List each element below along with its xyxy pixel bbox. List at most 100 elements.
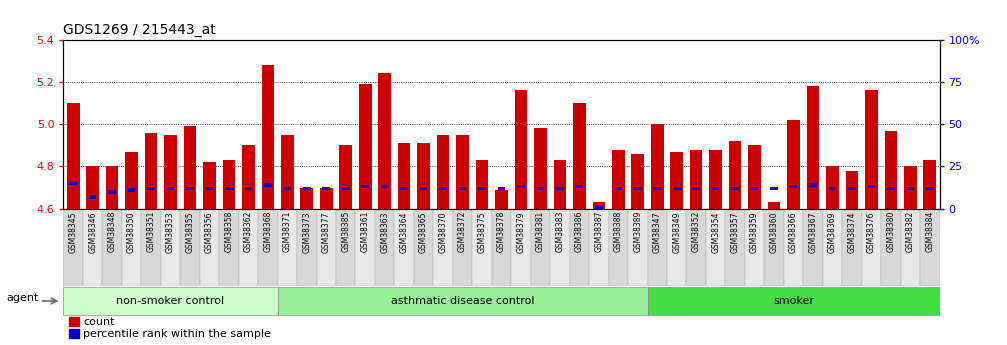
Bar (281, 135, 294, 209)
Text: GSM38354: GSM38354 (711, 211, 720, 253)
Bar (573, 103, 586, 209)
Text: GSM38357: GSM38357 (731, 211, 739, 253)
Bar (550, 209, 570, 286)
Bar (745, 209, 764, 286)
Bar (223, 160, 236, 209)
Bar (515, 90, 528, 209)
Bar (537, 187, 544, 190)
Bar (865, 90, 878, 209)
Bar (846, 171, 858, 209)
Bar (362, 185, 369, 188)
Bar (439, 187, 447, 190)
Bar (729, 141, 741, 209)
Text: GSM38375: GSM38375 (477, 211, 486, 253)
Bar (671, 152, 683, 209)
Bar (69, 182, 77, 185)
Text: GSM38351: GSM38351 (147, 211, 155, 253)
Text: GSM38384: GSM38384 (925, 211, 934, 253)
Text: GSM38387: GSM38387 (594, 211, 603, 253)
Bar (614, 187, 622, 190)
Bar (789, 185, 798, 188)
Bar (83, 209, 103, 286)
Legend: count, percentile rank within the sample: count, percentile rank within the sample (69, 317, 271, 339)
Text: GSM38374: GSM38374 (848, 211, 856, 253)
Bar (472, 209, 491, 286)
Text: agent: agent (6, 293, 38, 303)
Text: GSM38381: GSM38381 (536, 211, 545, 252)
Bar (141, 209, 161, 286)
Bar (355, 209, 375, 286)
Bar (731, 187, 739, 190)
Bar (783, 209, 804, 286)
Bar (478, 187, 485, 190)
Text: GSM38382: GSM38382 (906, 211, 914, 252)
Bar (842, 209, 862, 286)
Text: GSM38360: GSM38360 (769, 211, 778, 253)
Text: GSM38347: GSM38347 (653, 211, 662, 253)
Bar (320, 188, 332, 209)
Bar (631, 154, 644, 209)
Bar (433, 209, 453, 286)
Bar (128, 188, 135, 192)
Bar (401, 187, 408, 190)
Bar (183, 126, 196, 209)
Bar (109, 190, 116, 194)
Bar (420, 187, 427, 190)
Bar (297, 209, 316, 286)
Bar (87, 167, 99, 209)
Bar (923, 160, 937, 209)
Bar (512, 209, 531, 286)
Text: GSM38363: GSM38363 (381, 211, 389, 253)
Bar (63, 209, 83, 286)
Text: GSM38352: GSM38352 (692, 211, 701, 253)
Bar (122, 209, 141, 286)
Text: GSM38386: GSM38386 (575, 211, 584, 253)
Text: GSM38379: GSM38379 (517, 211, 526, 253)
Text: GSM38350: GSM38350 (127, 211, 136, 253)
Bar (667, 209, 687, 286)
Bar (687, 209, 706, 286)
Bar (226, 187, 233, 190)
Bar (884, 130, 897, 209)
Bar (453, 209, 472, 286)
Text: GSM38353: GSM38353 (166, 211, 175, 253)
Bar (258, 209, 278, 286)
Bar (926, 187, 933, 190)
Text: GSM38378: GSM38378 (497, 211, 506, 253)
Bar (66, 103, 80, 209)
Bar (554, 160, 566, 209)
Text: GSM38368: GSM38368 (264, 211, 272, 253)
Bar (358, 84, 372, 209)
Bar (495, 190, 508, 209)
Text: GSM38349: GSM38349 (673, 211, 681, 253)
Text: GSM38372: GSM38372 (458, 211, 467, 253)
Bar (316, 209, 336, 286)
Bar (712, 187, 719, 190)
Bar (807, 86, 820, 209)
Bar (475, 160, 488, 209)
Bar (103, 209, 122, 286)
Text: GSM38364: GSM38364 (400, 211, 409, 253)
Bar (823, 209, 842, 286)
Bar (264, 184, 272, 187)
Bar (456, 135, 469, 209)
Bar (751, 187, 758, 190)
Bar (608, 209, 628, 286)
Bar (767, 203, 780, 209)
Bar (300, 188, 313, 209)
Text: GSM38385: GSM38385 (341, 211, 350, 253)
Bar (592, 203, 605, 209)
Text: GSM38355: GSM38355 (185, 211, 194, 253)
Bar (459, 187, 466, 190)
Bar (706, 209, 725, 286)
Bar (709, 150, 722, 209)
Bar (634, 187, 641, 190)
Bar (651, 124, 664, 209)
Text: GSM38369: GSM38369 (828, 211, 837, 253)
Bar (106, 167, 119, 209)
Text: GSM38376: GSM38376 (867, 211, 876, 253)
Bar (531, 209, 550, 286)
Bar (398, 143, 411, 209)
Text: GSM38370: GSM38370 (439, 211, 447, 253)
Text: GSM38367: GSM38367 (809, 211, 818, 253)
